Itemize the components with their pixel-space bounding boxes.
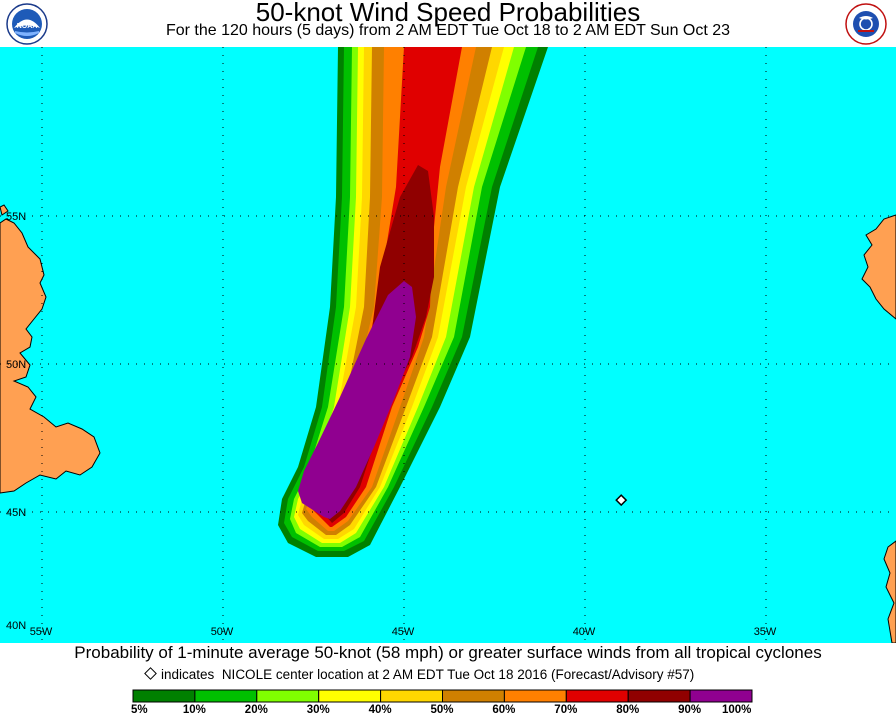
colorbar-tick-label: 90% [678, 704, 702, 716]
storm-center-note: indicates NICOLE center location at 2 AM… [144, 667, 695, 682]
colorbar-tick-label: 80% [616, 704, 640, 716]
longitude-label: 55W [30, 626, 53, 638]
map-title: 50-knot Wind Speed Probabilities [255, 0, 641, 27]
indicates-label: indicates [161, 667, 215, 682]
colorbar-bin-3 [256, 689, 320, 703]
longitude-label: 50W [211, 626, 234, 638]
colorbar-bin-2 [194, 689, 258, 703]
longitude-label: 35W [754, 626, 777, 638]
lat-lon-grid [0, 47, 896, 643]
svg-text:NOAA: NOAA [17, 23, 38, 30]
latitude-label: 55N [6, 211, 26, 223]
colorbar-tick-label: 70% [554, 704, 578, 716]
colorbar-bin-10 [689, 689, 753, 703]
map-caption: Probability of 1-minute average 50-knot … [74, 643, 822, 662]
ireland-scotland-land [861, 214, 896, 320]
colorbar-bin-4 [318, 689, 382, 703]
colorbar-bin-9 [627, 689, 691, 703]
colorbar-tick-label: 60% [492, 704, 516, 716]
latitude-label: 40N [6, 620, 26, 632]
diamond-icon [144, 667, 157, 680]
longitude-label: 40W [573, 626, 596, 638]
colorbar-tick-label: 100% [722, 704, 752, 716]
storm-center-marker [615, 494, 628, 507]
colorbar-tick-label: 10% [182, 704, 206, 716]
latitude-label: 50N [6, 359, 26, 371]
storm-note: NICOLE center location at 2 AM EDT Tue O… [221, 667, 695, 682]
iberia-land [883, 540, 896, 643]
colorbar-bin-7 [503, 689, 567, 703]
noaa-logo: NOAA [6, 3, 48, 45]
colorbar-bin-1 [132, 689, 196, 703]
colorbar-tick-label: 20% [244, 704, 268, 716]
colorbar-bin-5 [380, 689, 444, 703]
latitude-label: 45N [6, 507, 26, 519]
colorbar-tick-label: 40% [368, 704, 392, 716]
colorbar-bin-8 [565, 689, 629, 703]
land-masses [0, 204, 896, 643]
wind-probability-swath [278, 47, 548, 557]
probability-colorbar [132, 689, 753, 703]
colorbar-bin-6 [442, 689, 505, 703]
map-subtitle: For the 120 hours (5 days) from 2 AM EDT… [165, 22, 731, 39]
swath-band-10 [298, 281, 416, 519]
longitude-label: 45W [392, 626, 415, 638]
national-weather-service-logo [845, 3, 887, 45]
colorbar-tick-label: 5% [131, 704, 148, 716]
colorbar-tick-label: 50% [430, 704, 454, 716]
probability-map: 55W50W45W40W35W30W25W20W15W10W55N50N45N4… [0, 47, 896, 643]
colorbar-tick-label: 30% [306, 704, 330, 716]
axis-labels: 55W50W45W40W35W30W25W20W15W10W55N50N45N4… [6, 211, 777, 638]
newfoundland-coast-islet [0, 204, 9, 216]
newfoundland-land [0, 218, 101, 494]
